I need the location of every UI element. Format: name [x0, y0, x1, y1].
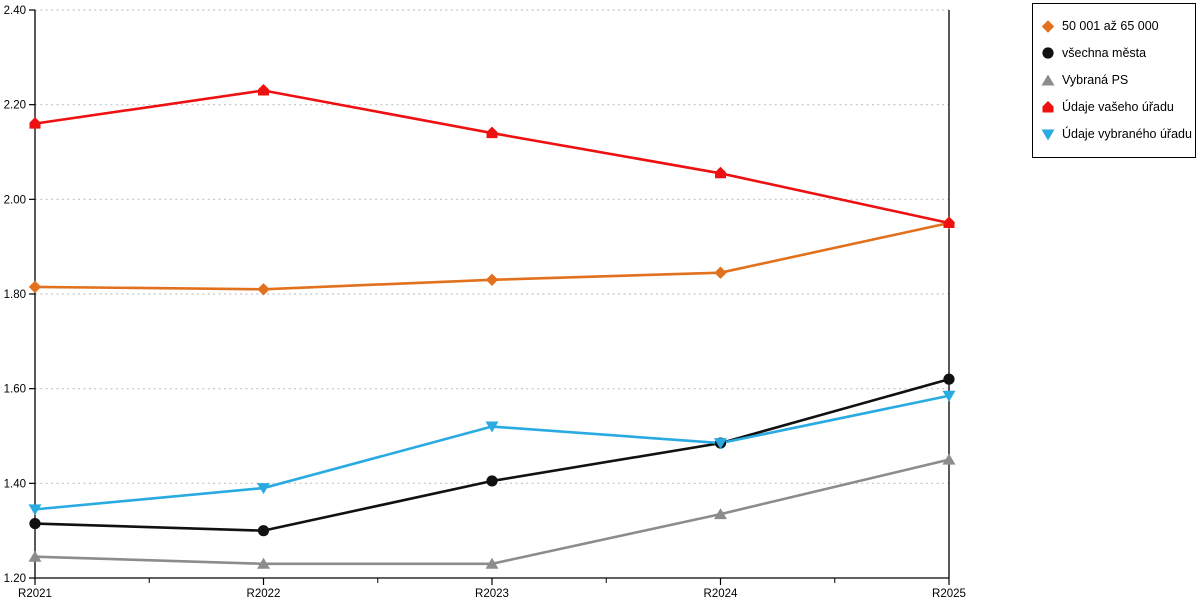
chart-canvas: 1.20 1.40 1.60 1.80 2.00 2.20 2.40 R2021 R2022 R2…	[4, 5, 966, 600]
data-point	[28, 504, 42, 516]
data-point	[257, 283, 270, 296]
data-point	[943, 373, 955, 385]
data-point	[486, 126, 498, 139]
data-point	[257, 525, 270, 537]
y-tick-label: 1.20	[4, 573, 26, 585]
data-point	[942, 453, 956, 465]
data-point	[257, 483, 270, 495]
series-line	[34, 458, 950, 566]
legend-label: Údaje vašeho úřadu	[1062, 99, 1174, 114]
y-tick-label: 2.20	[4, 100, 26, 112]
x-tick-label: R2023	[475, 588, 509, 600]
x-tick-label: R2022	[247, 588, 281, 600]
data-point	[486, 475, 498, 487]
legend-pentagon-icon	[1042, 100, 1054, 112]
legend: 50 001 až 65 000 všechna města Vybraná P…	[1032, 3, 1196, 158]
legend-triangle-up-icon	[1041, 74, 1055, 85]
line-chart: 1.20 1.40 1.60 1.80 2.00 2.20 2.40 R2021 R2022 R2…	[4, 5, 966, 600]
data-point	[258, 83, 269, 96]
series-line	[34, 89, 950, 225]
legend-item: všechna města	[1041, 39, 1185, 66]
legend-item: Vybraná PS	[1041, 66, 1185, 93]
legend-circle-icon	[1042, 46, 1054, 59]
data-point	[29, 517, 41, 530]
legend-item: 50 001 až 65 000	[1041, 12, 1185, 39]
y-tick-label: 2.00	[4, 194, 26, 206]
y-tick-label: 1.60	[4, 384, 26, 396]
legend-item: Údaje vašeho úřadu	[1041, 93, 1185, 120]
legend-label: všechna města	[1062, 45, 1147, 60]
data-point	[714, 438, 727, 450]
legend-label: Údaje vybraného úřadu	[1062, 126, 1192, 141]
data-point	[257, 557, 270, 569]
legend-diamond-icon	[1041, 19, 1055, 33]
y-tick-label: 1.80	[4, 289, 26, 301]
data-point	[942, 390, 956, 402]
x-tick-label: R2021	[18, 588, 52, 600]
data-point	[714, 508, 727, 520]
y-tick-label: 1.40	[4, 478, 26, 490]
data-point	[28, 550, 42, 562]
series-line	[34, 377, 950, 532]
data-point	[29, 117, 41, 129]
data-point	[943, 216, 955, 228]
legend-triangle-down-icon	[1041, 129, 1055, 140]
data-point	[485, 557, 499, 569]
x-tick-label: R2025	[932, 588, 966, 600]
legend-item: Údaje vybraného úřadu	[1041, 120, 1192, 147]
x-tick-label: R2024	[704, 588, 738, 600]
data-point	[485, 421, 499, 433]
legend-label: Vybraná PS	[1062, 72, 1129, 87]
data-point	[485, 273, 499, 286]
legend-label: 50 001 až 65 000	[1062, 18, 1159, 33]
data-point	[715, 166, 726, 179]
y-tick-label: 2.40	[4, 5, 26, 17]
data-point	[714, 266, 727, 279]
data-point	[28, 280, 42, 294]
